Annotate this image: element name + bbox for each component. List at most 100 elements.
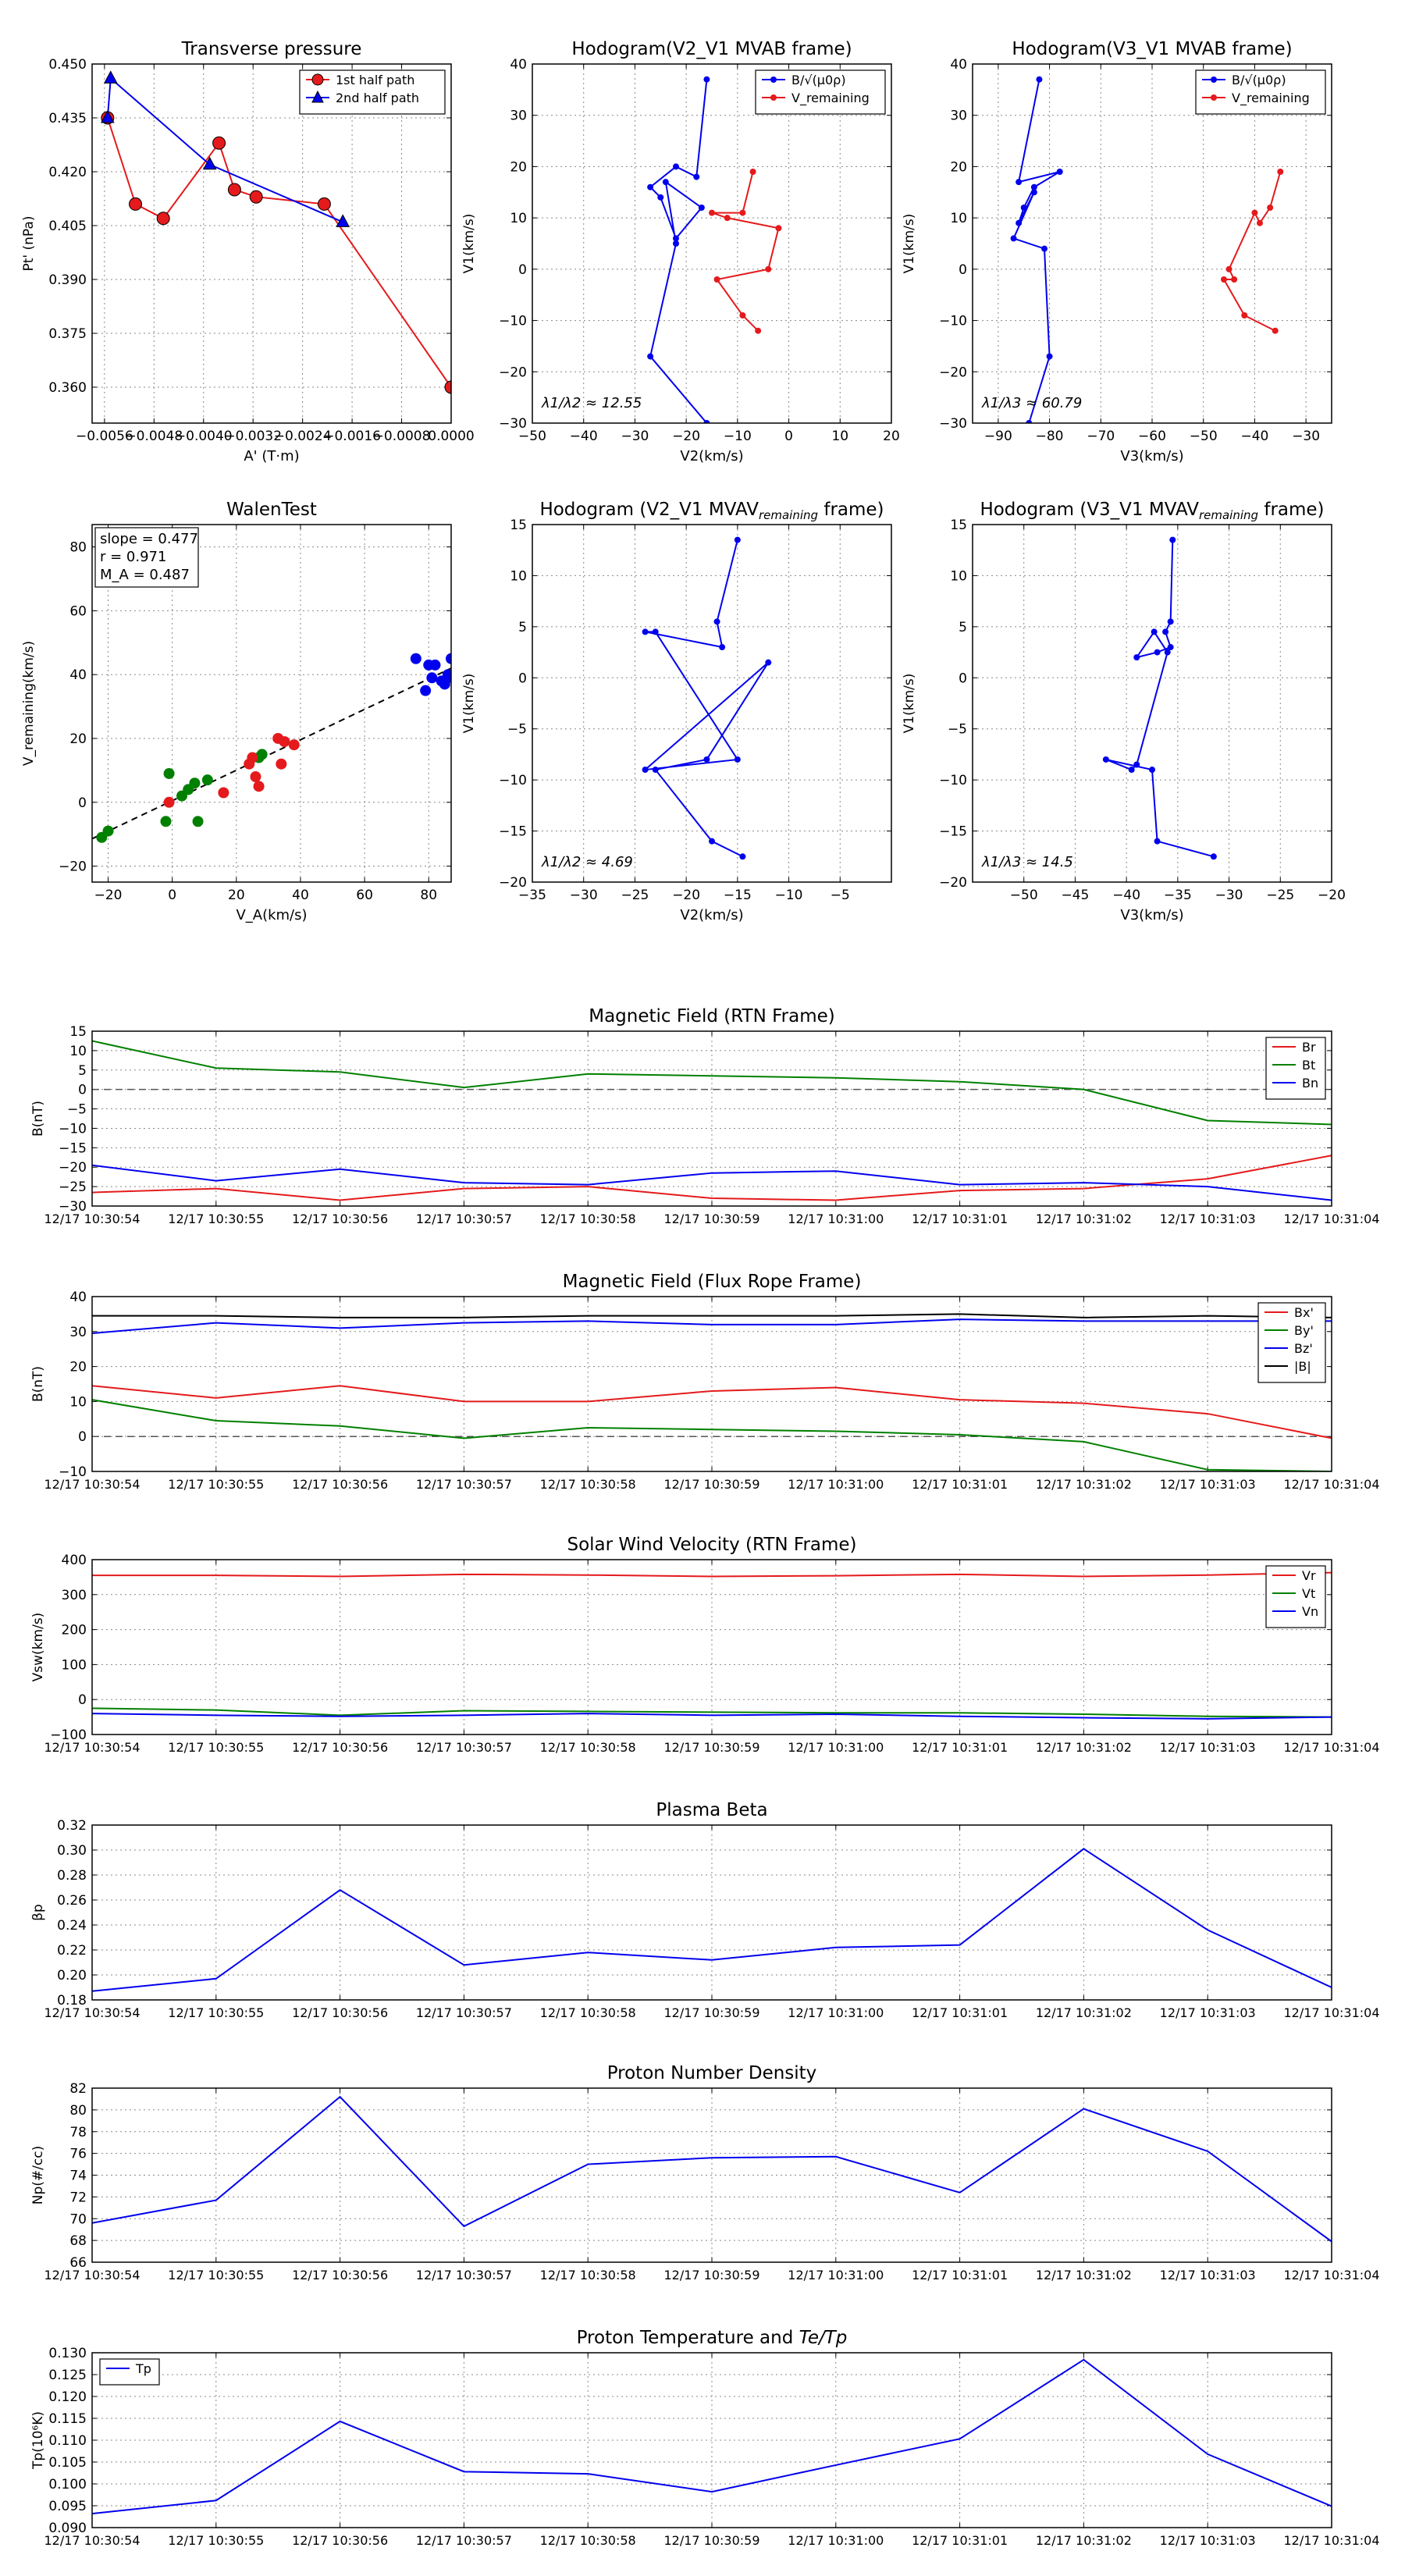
chart-hodo_v2_rem: −35 −30 −25 −20 −15 −10 −5 −20 −15 −10 −5 0 5 10 15 Hod… <box>461 500 892 923</box>
x-tick-label: 12/17 10:30:58 <box>540 1477 636 1492</box>
eigen-ratio-annotation: λ1/λ2 ≈ 4.69 <box>541 854 633 870</box>
y-axis-label: V_remaining(km/s) <box>21 641 37 766</box>
x-tick-label: −0.0032 <box>224 429 282 444</box>
legend-label: 2nd half path <box>336 91 419 105</box>
data-point <box>1164 649 1171 656</box>
x-tick-label: 12/17 10:30:57 <box>416 1477 512 1492</box>
x-tick-label: 12/17 10:31:03 <box>1160 2005 1256 2020</box>
eigen-ratio-annotation: λ1/λ3 ≈ 14.5 <box>981 854 1073 870</box>
x-tick-label: 12/17 10:31:00 <box>788 1212 884 1226</box>
data-point <box>642 628 649 635</box>
plot-area <box>92 1040 1332 1201</box>
data-point <box>317 197 331 211</box>
axes-frame <box>91 1030 1332 1207</box>
data-point <box>1241 312 1248 318</box>
x-tick-label: 10 <box>831 429 848 444</box>
legend-label: Vt <box>1302 1586 1315 1601</box>
chart-vsw: 12/17 10:30:54 12/17 10:30:55 12/17 10:30:… <box>30 1535 1380 1755</box>
x-tick-label: 20 <box>883 429 900 444</box>
y-tick-label: 0.095 <box>48 2499 87 2514</box>
legend-label: V_remaining <box>1232 91 1310 106</box>
plot-area <box>92 1848 1332 1992</box>
x-tick-label: 12/17 10:30:59 <box>663 1740 759 1755</box>
data-point <box>647 353 654 360</box>
legend: 1st half path 2nd half path <box>299 69 446 115</box>
data-point <box>1162 628 1169 635</box>
data-point <box>719 644 726 651</box>
x-tick-label: 12/17 10:30:54 <box>44 2268 140 2282</box>
x-tick-label: 12/17 10:31:04 <box>1283 2005 1379 2020</box>
y-tick-label: −25 <box>59 1179 87 1195</box>
legend: Tp <box>99 2358 160 2386</box>
legend-box <box>99 2358 160 2386</box>
y-tick-label: 15 <box>950 518 967 533</box>
y-tick-label: 200 <box>62 1623 87 1638</box>
data-point <box>1128 767 1135 774</box>
x-tick-label: −0.0040 <box>175 429 233 444</box>
x-tick-label: 12/17 10:31:01 <box>912 2005 1008 2020</box>
legend-label: 1st half path <box>336 73 414 87</box>
y-tick-label: 0.120 <box>48 2389 87 2405</box>
x-tick-label: 12/17 10:31:00 <box>788 1740 884 1755</box>
data-point <box>739 209 746 216</box>
x-tick-label: 12/17 10:31:01 <box>912 1477 1008 1492</box>
x-tick-label: −50 <box>1190 429 1218 444</box>
data-point <box>1056 169 1063 175</box>
legend-label: Bn <box>1302 1076 1318 1091</box>
data-point <box>1030 183 1037 190</box>
x-tick-label: 12/17 10:30:56 <box>292 2533 388 2548</box>
legend-label: B/√(μ0ρ) <box>791 73 846 87</box>
x-tick-label: 12/17 10:30:58 <box>540 1740 636 1755</box>
y-axis-label: B(nT) <box>30 1366 46 1402</box>
data-point <box>218 787 229 799</box>
y-tick-label: 0.26 <box>57 1893 87 1909</box>
chart-pt: −0.0056−0.0048−0.0040−0.0032−0.0024−0.00… <box>21 39 475 464</box>
data-point <box>1210 853 1217 860</box>
data-point <box>1251 209 1258 216</box>
legend-label: Vn <box>1302 1604 1318 1619</box>
x-tick-label: −45 <box>1061 888 1089 903</box>
data-point <box>1154 838 1161 845</box>
stats-line: M_A = 0.487 <box>100 567 190 583</box>
x-tick-label: 0 <box>784 429 793 444</box>
data-point <box>1169 536 1176 543</box>
series-line-By' <box>92 1399 1332 1471</box>
stats-line: r = 0.971 <box>100 549 166 565</box>
data-point <box>279 736 290 748</box>
y-axis-label: Tp(10⁶K) <box>30 2411 46 2470</box>
y-tick-label: −5 <box>67 1102 87 1118</box>
x-tick-label: 12/17 10:30:55 <box>168 2533 264 2548</box>
x-tick-label: 12/17 10:31:04 <box>1283 1740 1379 1755</box>
x-tick-label: 12/17 10:31:04 <box>1283 2533 1379 2548</box>
data-point <box>709 838 715 845</box>
data-point <box>662 179 669 186</box>
data-point <box>693 173 700 180</box>
series-line-1st half path <box>106 117 451 388</box>
y-tick-label: 66 <box>69 2255 87 2271</box>
x-tick-label: 12/17 10:30:56 <box>292 2005 388 2020</box>
y-tick-label: −20 <box>499 875 527 891</box>
data-point <box>163 767 175 779</box>
x-tick-label: 12/17 10:31:02 <box>1036 2005 1132 2020</box>
y-tick-label: −20 <box>939 365 967 380</box>
y-tick-label: 0.100 <box>48 2477 87 2492</box>
chart-title: Magnetic Field (RTN Frame) <box>589 1006 835 1026</box>
x-tick-label: 12/17 10:30:58 <box>540 2533 636 2548</box>
legend-label: By' <box>1294 1323 1314 1338</box>
data-point <box>100 109 115 123</box>
y-tick-label: −5 <box>948 722 967 738</box>
y-tick-label: 80 <box>69 540 87 556</box>
y-tick-label: 10 <box>510 568 527 584</box>
y-tick-label: 0.450 <box>48 57 87 73</box>
y-axis-label: B(nT) <box>30 1101 46 1137</box>
data-point <box>1221 276 1227 283</box>
legend-label: B/√(μ0ρ) <box>1232 73 1286 87</box>
y-tick-label: 30 <box>950 109 967 124</box>
x-tick-label: 12/17 10:30:54 <box>44 1212 140 1226</box>
x-tick-label: 80 <box>420 888 437 903</box>
y-tick-label: 0 <box>78 1692 87 1708</box>
y-axis-label: Pt' (nPa) <box>21 216 37 272</box>
x-tick-label: 12/17 10:30:56 <box>292 1212 388 1226</box>
series-line-Tp <box>92 2358 1332 2515</box>
legend-marker <box>311 73 324 86</box>
